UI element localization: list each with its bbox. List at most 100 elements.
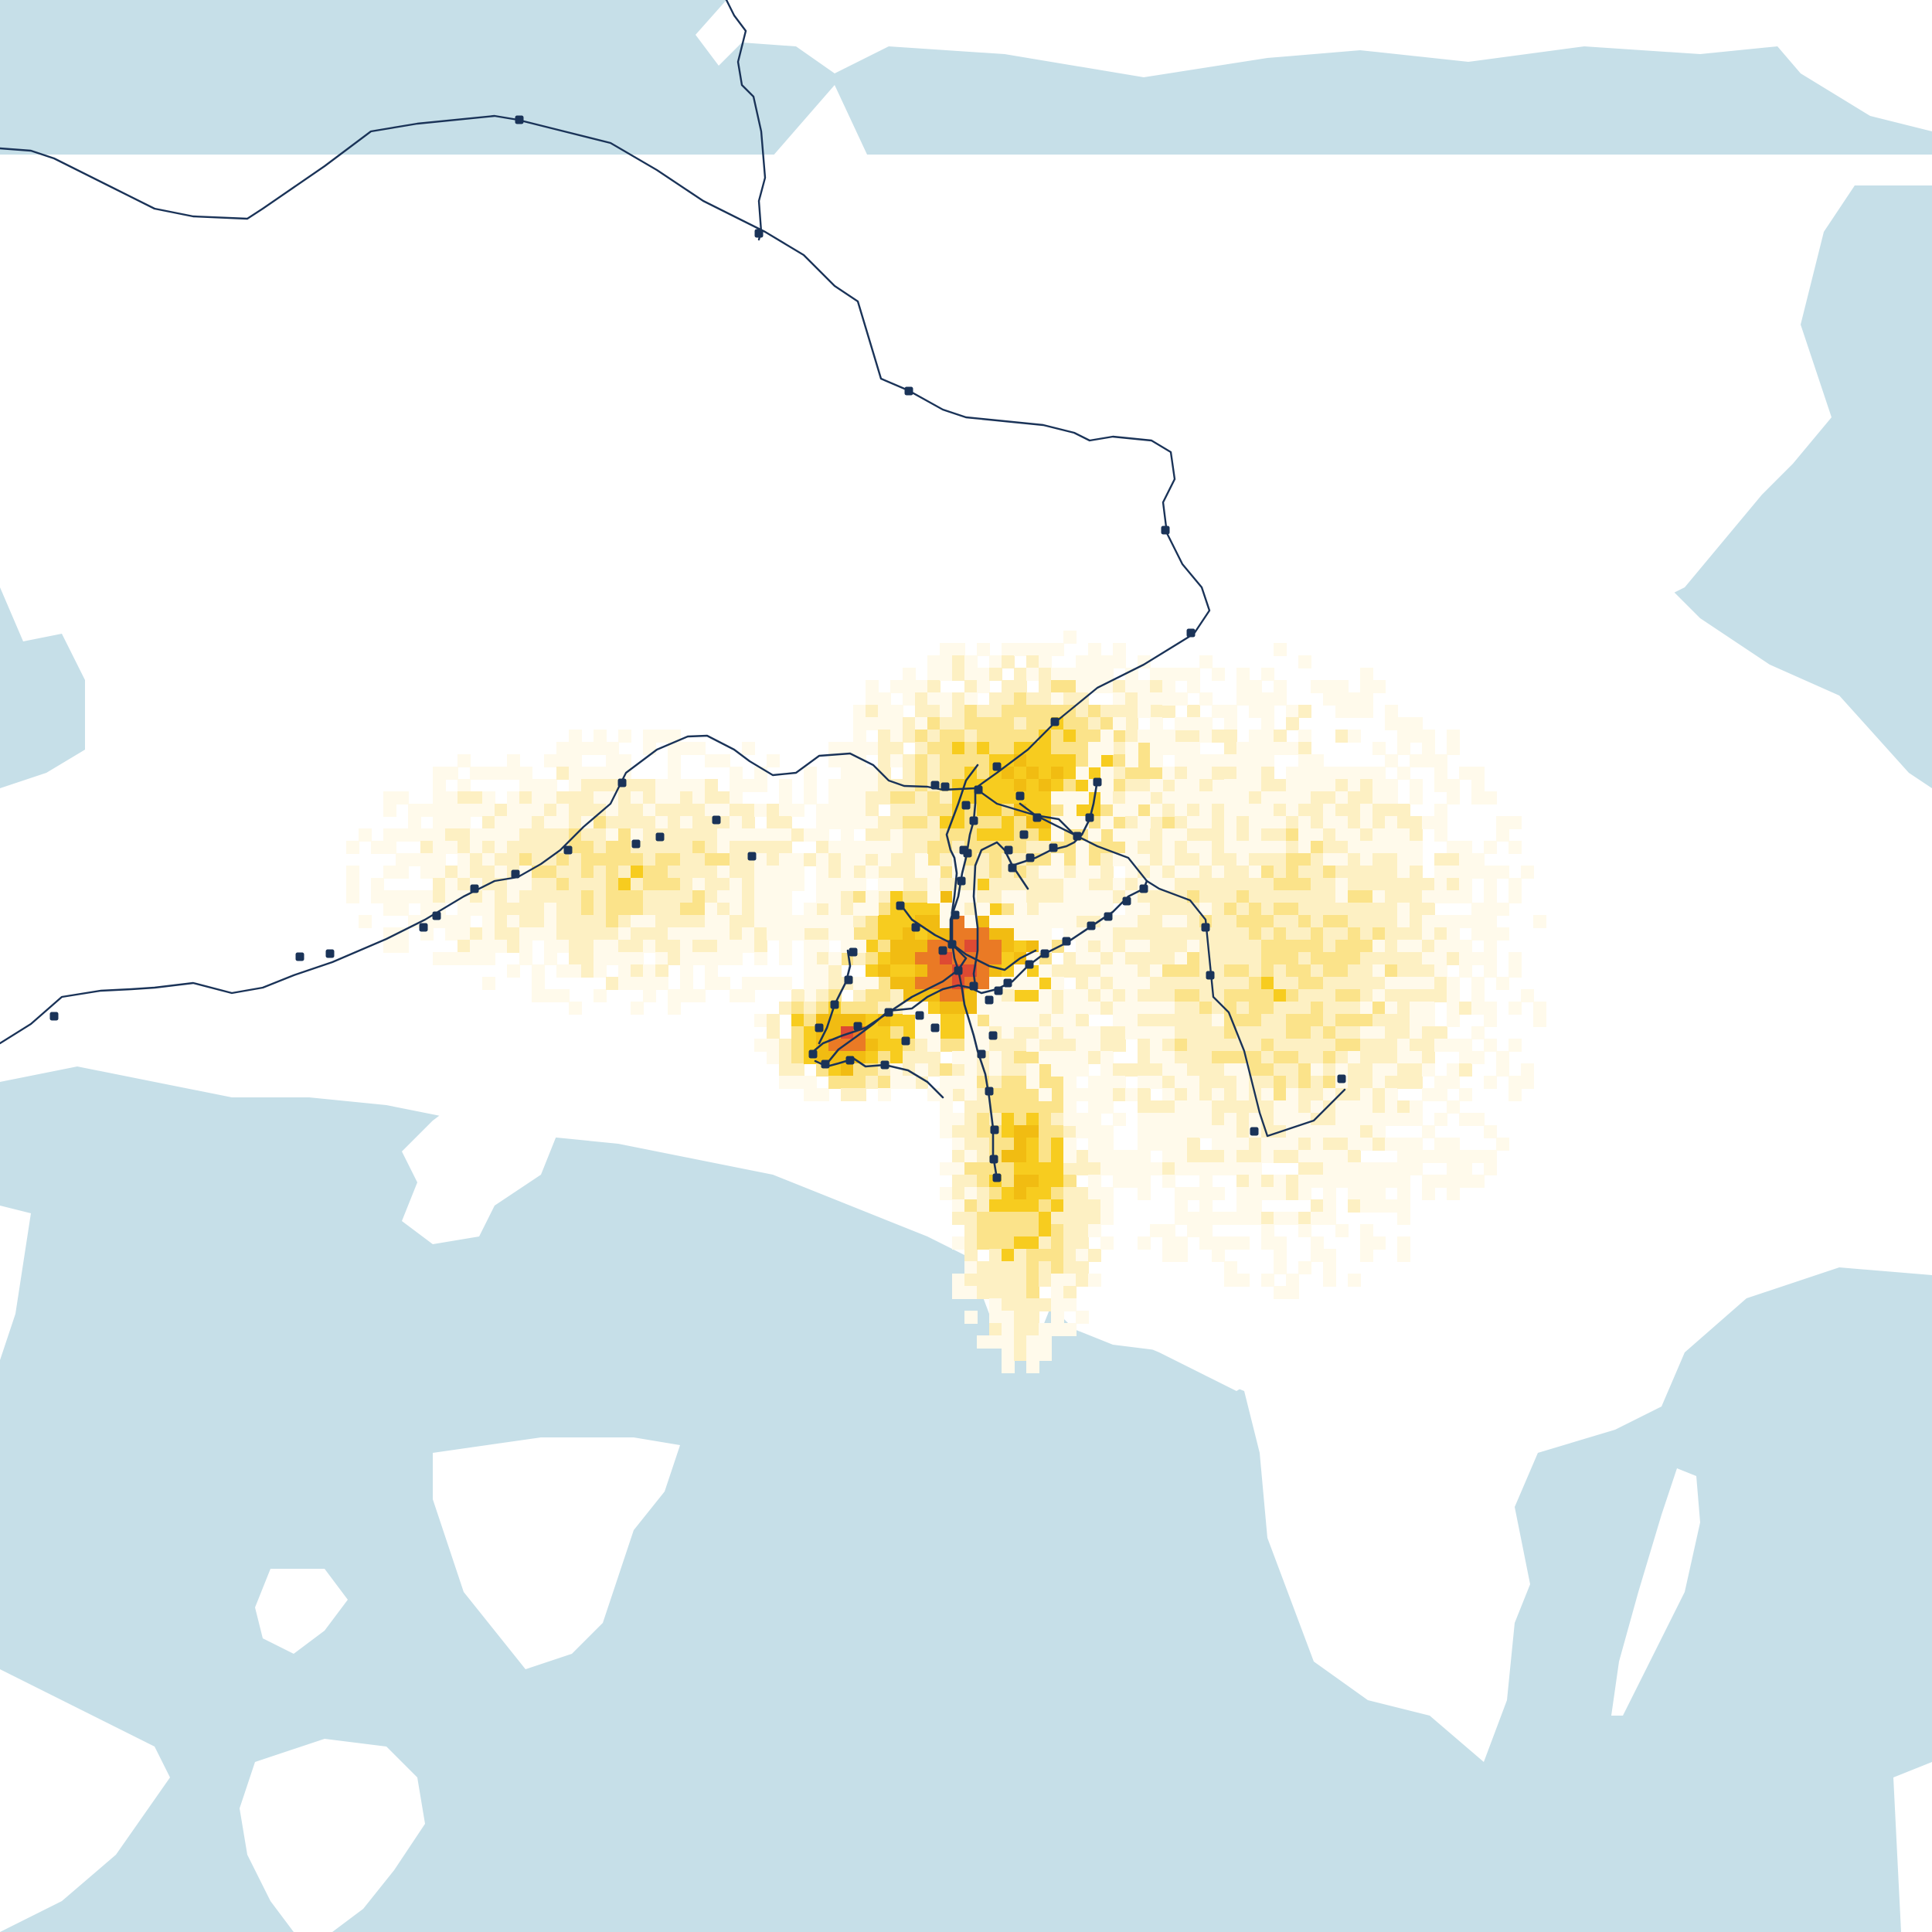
- station-marker[interactable]: [1104, 912, 1113, 921]
- station-marker[interactable]: [849, 947, 858, 957]
- density-cell: [1199, 1236, 1213, 1250]
- density-cell: [841, 742, 854, 755]
- station-marker[interactable]: [992, 762, 1002, 771]
- station-marker[interactable]: [844, 975, 853, 985]
- station-marker[interactable]: [1161, 526, 1170, 535]
- density-cell: [618, 890, 631, 903]
- station-marker[interactable]: [884, 1008, 893, 1017]
- station-marker[interactable]: [911, 923, 920, 932]
- station-marker[interactable]: [1008, 863, 1017, 872]
- station-marker[interactable]: [1004, 845, 1013, 855]
- station-marker[interactable]: [1206, 971, 1215, 980]
- station-marker[interactable]: [808, 1049, 818, 1059]
- station-marker[interactable]: [938, 946, 947, 955]
- station-marker[interactable]: [994, 986, 1003, 995]
- station-marker[interactable]: [1093, 777, 1102, 787]
- station-marker[interactable]: [988, 1031, 998, 1040]
- station-marker[interactable]: [1050, 717, 1060, 726]
- station-marker[interactable]: [1019, 830, 1029, 839]
- station-marker[interactable]: [1003, 978, 1012, 988]
- station-marker[interactable]: [1085, 813, 1094, 822]
- station-marker[interactable]: [1040, 949, 1049, 958]
- station-marker[interactable]: [940, 782, 950, 791]
- station-marker[interactable]: [712, 815, 721, 825]
- station-marker[interactable]: [1073, 832, 1082, 841]
- station-marker[interactable]: [904, 386, 913, 396]
- station-marker[interactable]: [830, 1000, 839, 1009]
- station-marker[interactable]: [930, 781, 940, 790]
- station-marker[interactable]: [1122, 896, 1131, 906]
- station-marker[interactable]: [985, 995, 994, 1005]
- station-marker[interactable]: [419, 923, 428, 932]
- station-marker[interactable]: [1026, 853, 1035, 862]
- density-cell: [1199, 1175, 1213, 1188]
- station-marker[interactable]: [1049, 843, 1058, 852]
- station-marker[interactable]: [974, 785, 983, 794]
- station-marker[interactable]: [1186, 628, 1196, 638]
- station-marker[interactable]: [977, 1049, 986, 1059]
- station-marker[interactable]: [325, 949, 335, 958]
- station-marker[interactable]: [957, 876, 966, 886]
- station-marker[interactable]: [1087, 921, 1096, 930]
- station-marker[interactable]: [295, 952, 304, 961]
- station-marker[interactable]: [992, 1173, 1002, 1182]
- station-marker[interactable]: [969, 981, 978, 991]
- station-marker[interactable]: [1250, 1127, 1259, 1136]
- station-marker[interactable]: [1015, 791, 1025, 801]
- density-cell: [1138, 1100, 1151, 1114]
- station-marker[interactable]: [896, 901, 905, 910]
- density-cell: [977, 668, 990, 681]
- station-marker[interactable]: [961, 801, 971, 810]
- density-cell: [1162, 1125, 1175, 1138]
- station-marker[interactable]: [959, 845, 968, 855]
- station-marker[interactable]: [515, 115, 524, 124]
- density-cell: [1125, 1088, 1138, 1101]
- density-cell: [1100, 1026, 1114, 1039]
- density-cell: [989, 927, 1002, 940]
- station-marker[interactable]: [1139, 884, 1148, 893]
- station-marker[interactable]: [1025, 960, 1034, 969]
- station-marker[interactable]: [951, 910, 960, 920]
- density-cell: [767, 1026, 780, 1039]
- station-marker[interactable]: [815, 1023, 824, 1032]
- density-cell: [1002, 1298, 1015, 1311]
- station-marker[interactable]: [930, 1023, 940, 1032]
- station-marker[interactable]: [563, 845, 573, 855]
- density-cell: [618, 841, 631, 854]
- density-cell: [1484, 791, 1497, 804]
- station-marker[interactable]: [985, 1087, 994, 1096]
- station-marker[interactable]: [821, 1060, 830, 1069]
- station-marker[interactable]: [631, 839, 641, 849]
- station-marker[interactable]: [954, 966, 963, 975]
- station-marker[interactable]: [947, 940, 957, 949]
- station-marker[interactable]: [915, 1011, 924, 1020]
- station-marker[interactable]: [747, 852, 757, 861]
- station-marker[interactable]: [432, 911, 441, 920]
- density-cell: [1026, 903, 1039, 916]
- station-marker[interactable]: [969, 816, 978, 825]
- density-cell: [903, 952, 916, 965]
- density-cell: [804, 927, 817, 940]
- station-marker[interactable]: [1337, 1074, 1346, 1083]
- density-cell: [507, 828, 520, 842]
- station-marker[interactable]: [1032, 813, 1042, 822]
- station-marker[interactable]: [853, 1022, 862, 1031]
- density-cell: [1138, 1175, 1151, 1188]
- station-marker[interactable]: [655, 832, 665, 842]
- station-marker[interactable]: [754, 229, 764, 238]
- station-marker[interactable]: [1201, 923, 1210, 932]
- density-cell: [1138, 742, 1151, 755]
- station-marker[interactable]: [49, 1012, 59, 1021]
- station-marker[interactable]: [617, 778, 627, 787]
- station-marker[interactable]: [470, 884, 479, 893]
- density-cell: [1162, 1113, 1175, 1126]
- station-marker[interactable]: [901, 1036, 910, 1046]
- station-marker[interactable]: [880, 1060, 889, 1070]
- station-marker[interactable]: [990, 1125, 999, 1134]
- station-marker[interactable]: [1062, 937, 1071, 946]
- station-marker[interactable]: [845, 1056, 855, 1065]
- station-marker[interactable]: [989, 1155, 998, 1164]
- station-marker[interactable]: [511, 869, 520, 879]
- density-cell: [1212, 1162, 1225, 1175]
